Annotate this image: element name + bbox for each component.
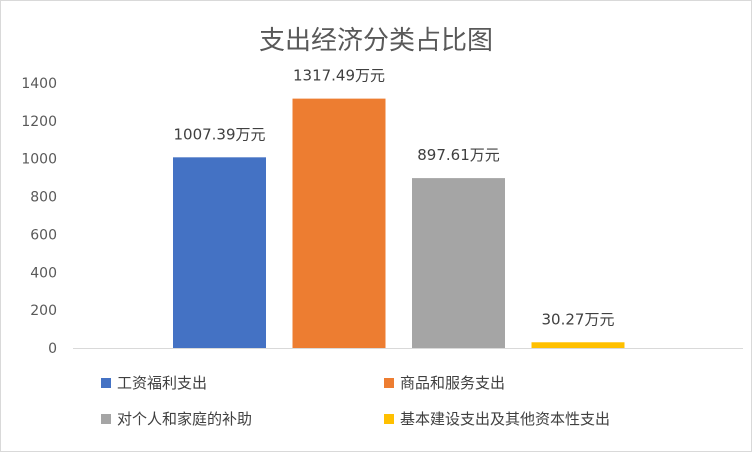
y-tick-label: 400 [30,265,57,281]
legend-label: 商品和服务支出 [400,374,505,392]
bar [412,178,505,348]
bar [173,157,266,348]
legend-label: 对个人和家庭的补助 [117,410,252,428]
legend-swatch [101,378,111,388]
y-tick-label: 0 [48,341,57,357]
data-label: 1007.39万元 [173,125,265,143]
bars [173,98,625,348]
legend-label: 基本建设支出及其他资本性支出 [400,410,610,428]
y-tick-label: 800 [30,190,57,206]
data-label: 1317.49万元 [293,67,385,85]
y-tick-label: 1400 [21,76,57,92]
y-tick-label: 200 [30,303,57,319]
y-tick-label: 600 [30,227,57,243]
y-axis: 0 200 400 600 800 1000 1200 1400 [21,76,57,357]
legend-swatch [101,414,111,424]
y-tick-label: 1200 [21,114,57,130]
chart-title: 支出经济分类占比图 [259,26,493,56]
data-label: 30.27万元 [542,310,615,328]
bar [531,342,625,348]
bar [292,98,386,348]
legend-swatch [384,378,394,388]
legend-label: 工资福利支出 [117,374,207,392]
y-tick-label: 1000 [21,152,57,168]
legend-swatch [384,414,394,424]
data-labels: 1007.39万元 1317.49万元 897.61万元 30.27万元 [173,67,614,329]
data-label: 897.61万元 [417,146,500,164]
